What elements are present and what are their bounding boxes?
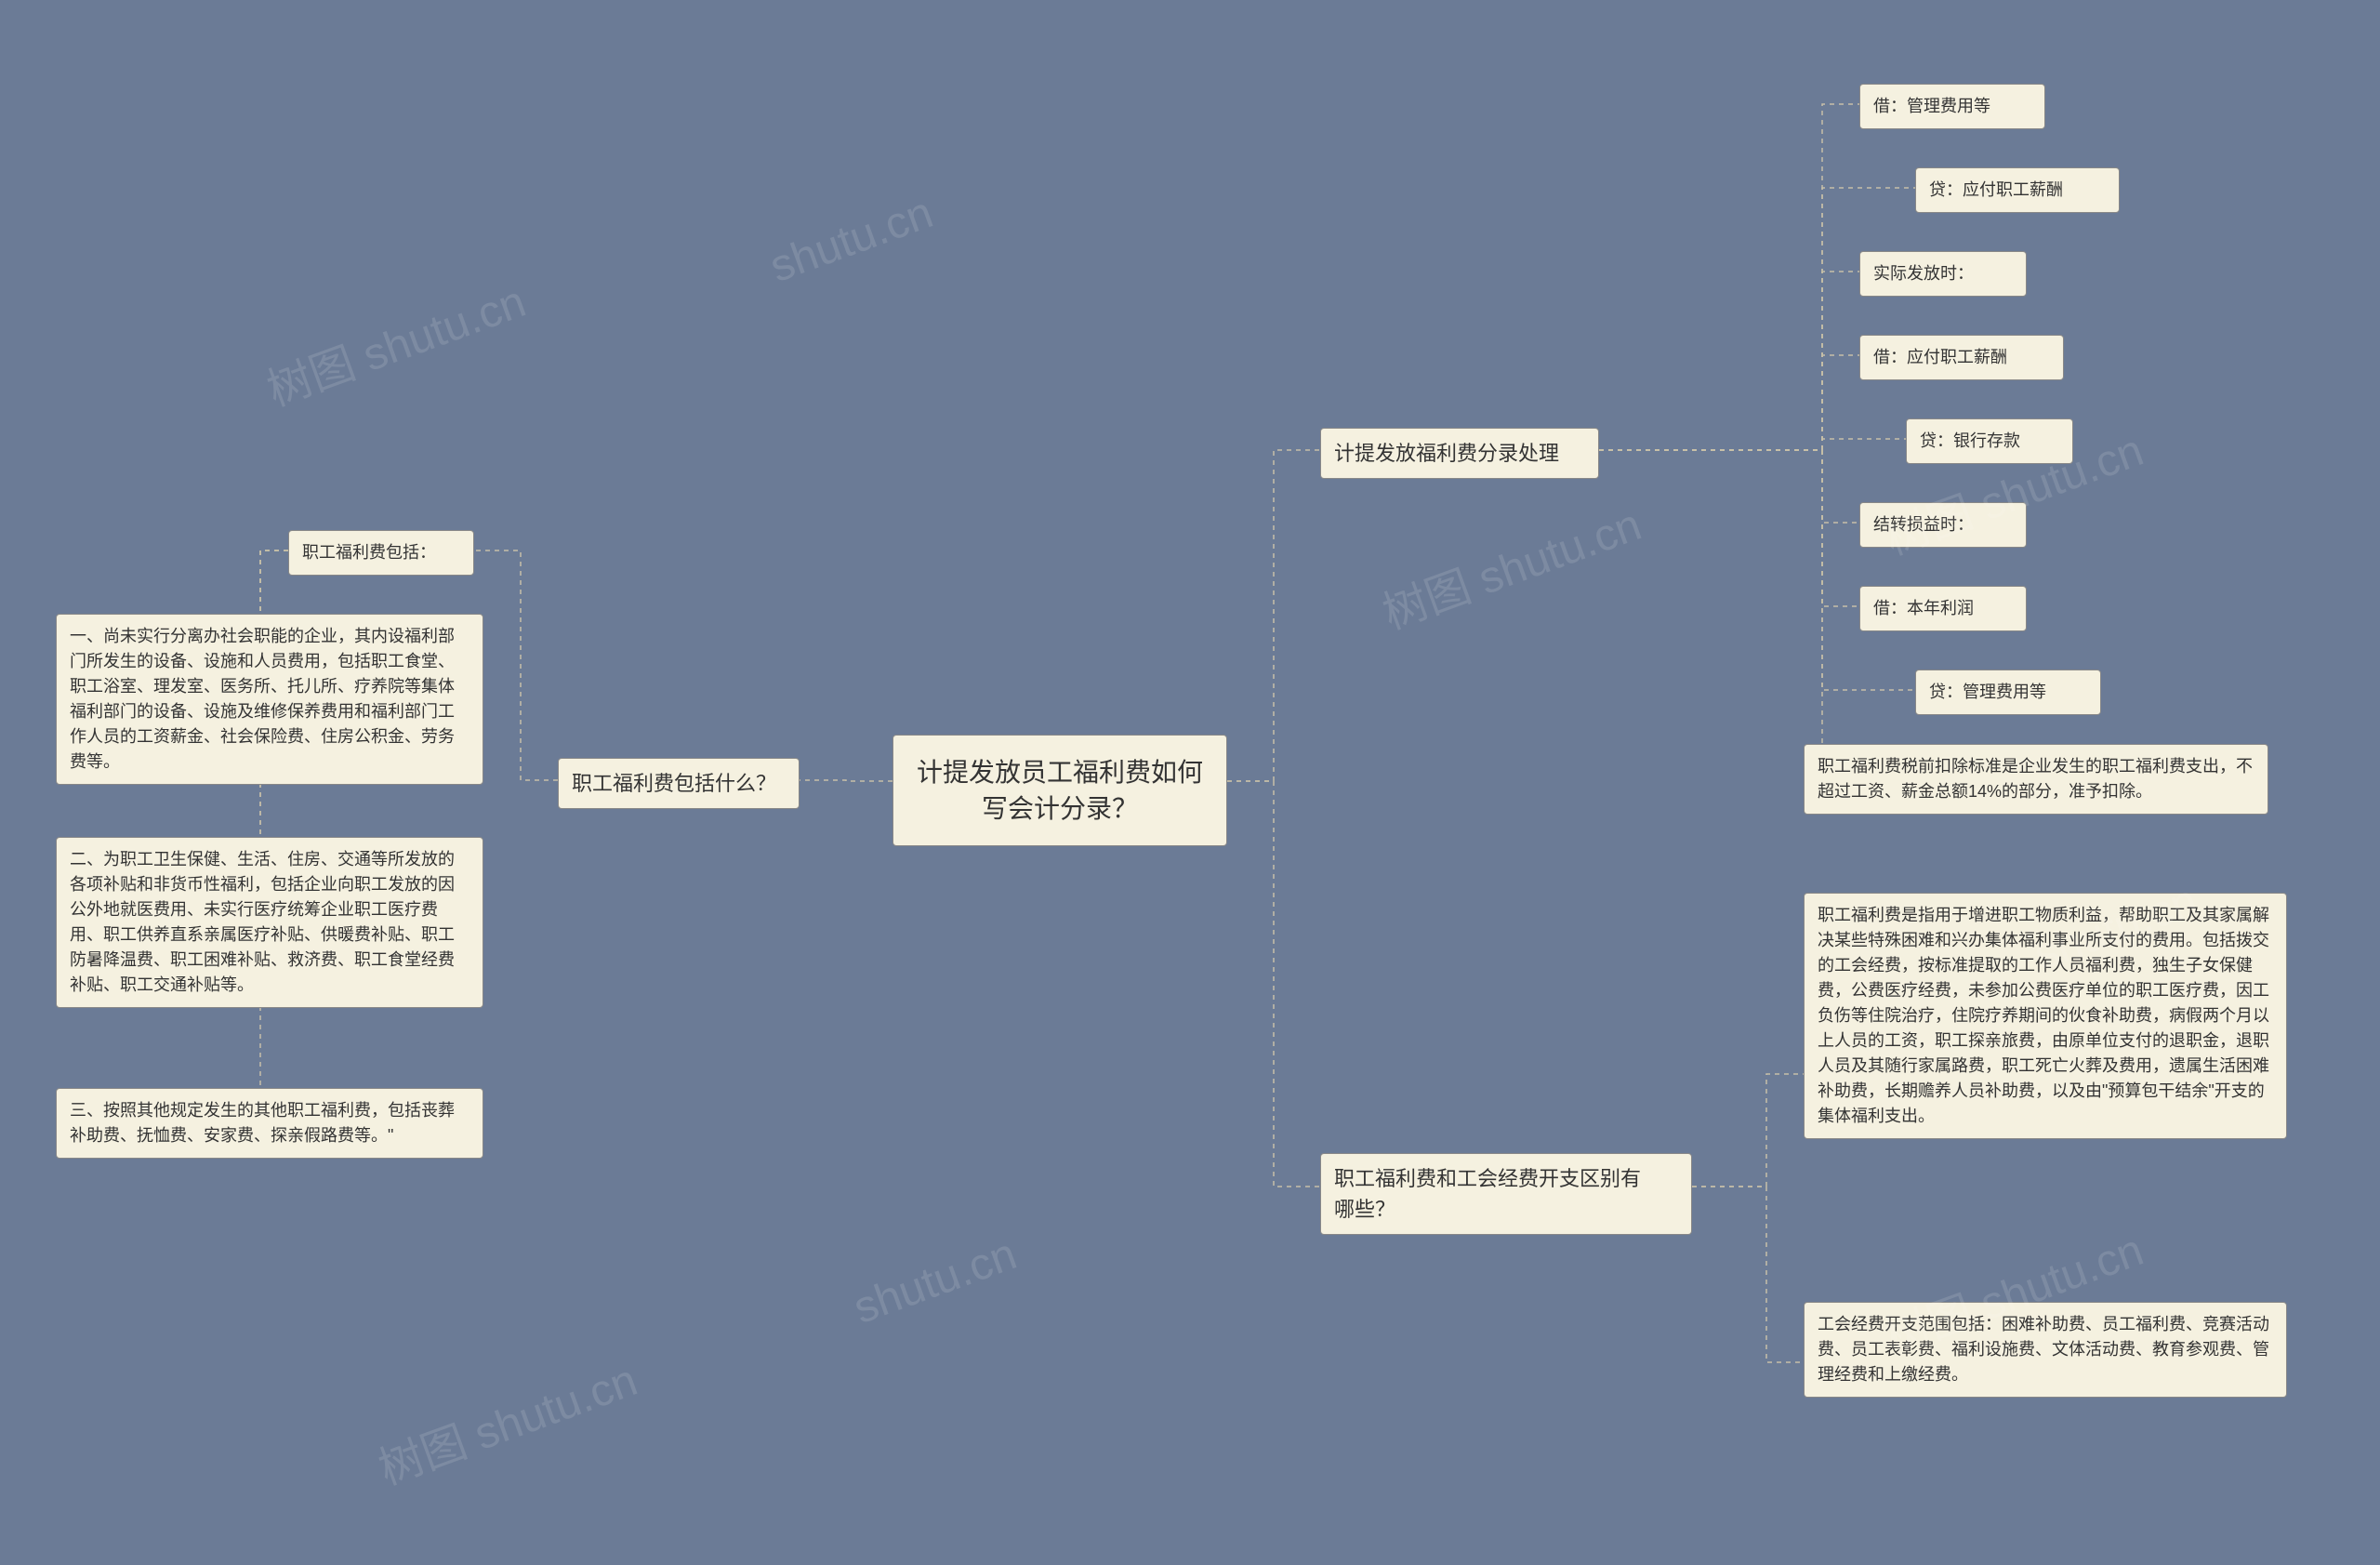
right-top-branch[interactable]: 计提发放福利费分录处理 [1320,428,1599,479]
rt-leaf-1[interactable]: 借：管理费用等 [1859,84,2045,129]
rt-leaf-4[interactable]: 借：应付职工薪酬 [1859,335,2064,380]
rt-leaf-7[interactable]: 借：本年利润 [1859,586,2027,631]
watermark: 树图 shutu.cn [1372,488,1648,642]
rt-leaf-8[interactable]: 贷：管理费用等 [1915,670,2101,715]
rt-leaf-9[interactable]: 职工福利费税前扣除标准是企业发生的职工福利费支出，不超过工资、薪金总额14%的部… [1804,744,2268,815]
rt-leaf-5[interactable]: 贷：银行存款 [1906,418,2073,464]
rt-leaf-2[interactable]: 贷：应付职工薪酬 [1915,167,2120,213]
left-sub[interactable]: 职工福利费包括： [288,530,474,576]
rb-leaf-2[interactable]: 工会经费开支范围包括：困难补助费、员工福利费、竞赛活动费、员工表彰费、福利设施费… [1804,1302,2287,1398]
rb-leaf-1[interactable]: 职工福利费是指用于增进职工物质利益，帮助职工及其家属解决某些特殊困难和兴办集体福… [1804,893,2287,1139]
rt-leaf-3[interactable]: 实际发放时： [1859,251,2027,297]
watermark: 树图 shutu.cn [257,265,533,418]
watermark: 树图 shutu.cn [368,1344,644,1497]
left-leaf-2[interactable]: 二、为职工卫生保健、生活、住房、交通等所发放的各项补贴和非货币性福利，包括企业向… [56,837,483,1008]
rb-branch-l2: 哪些？ [1334,1198,1395,1221]
central-node[interactable]: 计提发放员工福利费如何 写会计分录？ [892,735,1227,846]
central-text-l1: 计提发放员工福利费如何 [917,758,1203,787]
central-text-l2: 写会计分录？ [982,794,1138,823]
watermark: shutu.cn [763,187,939,293]
rt-leaf-6[interactable]: 结转损益时： [1859,502,2027,548]
rb-branch-l1: 职工福利费和工会经费开支区别有 [1334,1167,1641,1190]
watermark: shutu.cn [847,1228,1023,1334]
left-branch[interactable]: 职工福利费包括什么？ [558,758,800,809]
right-bottom-branch[interactable]: 职工福利费和工会经费开支区别有 哪些？ [1320,1153,1692,1235]
left-leaf-3[interactable]: 三、按照其他规定发生的其他职工福利费，包括丧葬补助费、抚恤费、安家费、探亲假路费… [56,1088,483,1159]
left-leaf-1[interactable]: 一、尚未实行分离办社会职能的企业，其内设福利部门所发生的设备、设施和人员费用，包… [56,614,483,785]
